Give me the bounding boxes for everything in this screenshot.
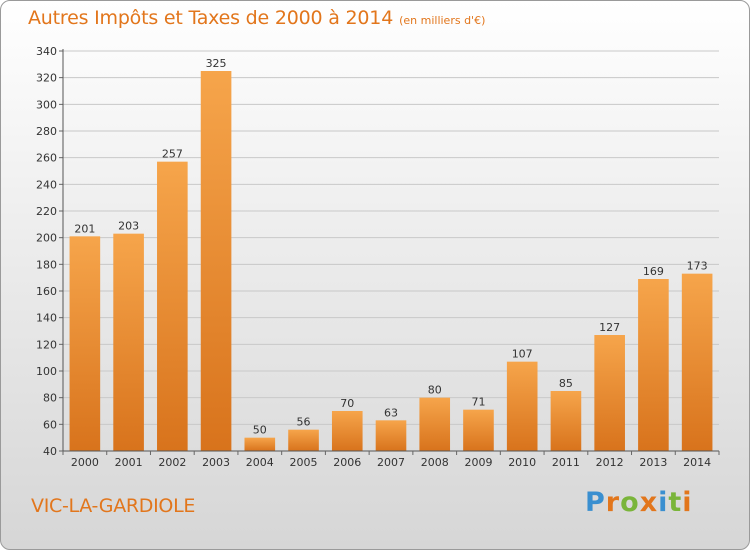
bar-2013 [638,279,669,451]
bar-2009 [463,409,494,451]
x-tick-label: 2007 [377,456,405,469]
x-tick-label: 2002 [158,456,186,469]
bar-value-label: 169 [643,265,664,278]
y-tick-label: 240 [36,178,57,191]
logo-letter: o [620,487,640,518]
bar-value-label: 203 [118,220,139,233]
bar-value-label: 257 [162,148,183,161]
chart-title-block: Autres Impôts et Taxes de 2000 à 2014 (en… [28,7,485,29]
y-tick-label: 40 [43,445,57,458]
x-tick-label: 2006 [333,456,361,469]
chart-subtitle: (en milliers d'€) [399,14,486,27]
bar-value-label: 173 [687,260,708,273]
bar-value-label: 201 [74,222,95,235]
bar-2004 [244,437,276,451]
axes [59,49,720,455]
x-tick-label: 2009 [464,456,492,469]
y-tick-label: 200 [36,232,57,245]
y-tick-label: 260 [36,152,57,165]
proxiti-logo: Proxiti [585,487,693,518]
bars [69,71,713,451]
logo-letter: i [658,487,669,518]
y-tick-label: 220 [36,205,57,218]
bar-2000 [69,236,101,451]
logo-letter: r [605,487,621,518]
bar-2001 [113,233,144,451]
bar-2012 [594,335,625,451]
bar-2003 [200,71,232,451]
y-tick-label: 320 [36,72,57,85]
bar-value-label: 50 [253,424,267,437]
y-tick-label: 140 [36,312,57,325]
x-tick-label: 2013 [639,456,667,469]
bar-value-label: 56 [297,416,311,429]
commune-name: VIC-LA-GARDIOLE [31,495,196,517]
logo-letter: P [585,487,606,518]
x-tick-label: 2000 [71,456,99,469]
x-tick-label: 2008 [421,456,449,469]
logo-letter: t [668,487,683,518]
x-tick-label: 2005 [290,456,318,469]
bar-value-label: 107 [512,348,533,361]
chart-title: Autres Impôts et Taxes de 2000 à 2014 [28,7,394,29]
x-tick-label: 2004 [246,456,274,469]
bar-value-label: 325 [206,57,227,70]
x-tick-label: 2003 [202,456,230,469]
y-tick-label: 340 [36,45,57,58]
bar-2007 [375,420,407,451]
y-tick-label: 180 [36,258,57,271]
y-tick-label: 80 [43,392,57,405]
bar-2002 [157,161,188,451]
logo-letter: x [639,487,659,518]
y-tick-label: 300 [36,98,57,111]
bar-2006 [331,411,363,451]
bar-2010 [506,361,538,451]
x-tick-label: 2010 [508,456,536,469]
logo-letter: i [682,487,693,518]
bar-value-label: 85 [559,377,573,390]
y-tick-label: 100 [36,365,57,378]
bar-value-label: 70 [340,397,354,410]
bar-value-label: 127 [599,321,620,334]
x-tick-label: 2001 [115,456,143,469]
x-tick-label: 2012 [596,456,624,469]
bar-value-label: 80 [428,384,442,397]
bar-2014 [681,273,713,451]
y-tick-label: 120 [36,338,57,351]
x-tick-label: 2014 [683,456,711,469]
x-tick-label: 2011 [552,456,580,469]
y-tick-label: 280 [36,125,57,138]
labels: 40 60 80 100 120 140 160 180 200 220 240 260 280 300 3… [36,45,711,469]
y-tick-label: 60 [43,418,57,431]
bar-value-label: 63 [384,406,398,419]
bar-2011 [550,391,582,451]
bar-2005 [288,429,319,451]
y-tick-label: 160 [36,285,57,298]
bar-value-label: 71 [471,396,485,409]
bar-2008 [419,397,451,451]
